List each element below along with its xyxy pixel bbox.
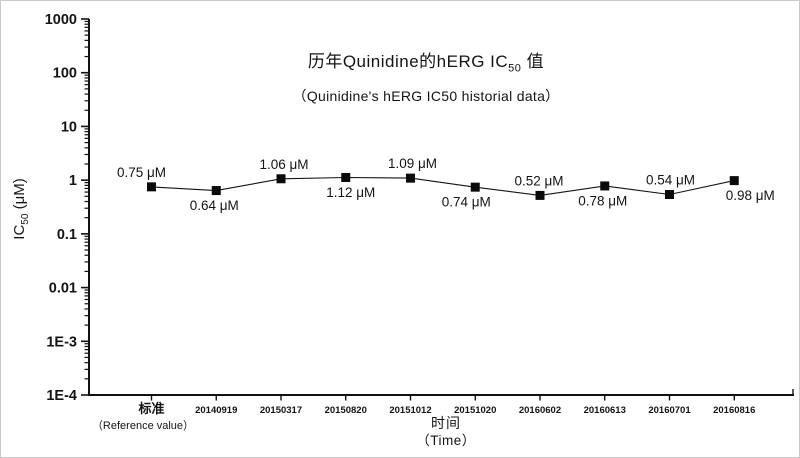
y-tick-label: 0.1 — [57, 227, 77, 243]
x-axis-title-zh: 时间 — [431, 415, 461, 431]
chart-title: 历年Quinidine的hERG IC50 值 — [126, 51, 726, 79]
chart-title-subscript: 50 — [508, 62, 522, 75]
data-point-marker — [147, 182, 156, 192]
point-value-label: 0.75 μM — [117, 165, 166, 180]
point-value-label: 1.12 μM — [326, 185, 375, 200]
point-value-label: 0.74 μM — [442, 195, 491, 210]
y-tick-label: 1E-4 — [46, 388, 77, 404]
y-tick-label: 10 — [61, 119, 77, 135]
data-point-marker — [535, 190, 545, 200]
y-tick-label: 1000 — [45, 12, 77, 28]
chart-title-text: 历年Quinidine的hERG IC — [307, 52, 509, 71]
data-point-marker — [470, 182, 480, 192]
x-tick-label: 20151020 — [454, 405, 496, 416]
x-tick-label: 20140919 — [195, 405, 237, 416]
reference-value-note: （Reference value） — [91, 420, 195, 432]
data-point-marker — [276, 174, 286, 184]
x-tick-label: 20160613 — [584, 405, 626, 416]
data-point-marker — [211, 186, 221, 196]
chart-subtitle: （Quinidine's hERG IC50 historial data） — [292, 88, 560, 104]
y-tick-label: 100 — [53, 66, 77, 82]
x-tick-label: 20160701 — [648, 405, 691, 416]
point-value-label: 0.64 μM — [190, 198, 239, 213]
data-point-marker — [600, 181, 610, 191]
x-tick-label: 20150317 — [260, 405, 302, 416]
y-tick-label: 1 — [69, 173, 77, 189]
point-value-label: 1.06 μM — [259, 157, 308, 172]
x-axis-title: 时间 （Time） — [346, 415, 546, 449]
y-tick-label: 1E-3 — [46, 334, 77, 350]
series-line — [151, 176, 735, 196]
x-axis-title-en: （Time） — [416, 433, 476, 448]
y-tick-label: 0.01 — [49, 281, 77, 297]
point-value-label: 1.09 μM — [388, 156, 437, 171]
point-value-label: 0.78 μM — [578, 193, 627, 208]
point-value-label: 0.98 μM — [726, 188, 775, 203]
point-value-label: 0.54 μM — [646, 173, 695, 188]
point-value-label: 0.52 μM — [514, 173, 563, 188]
x-tick-label: 20150820 — [325, 405, 367, 416]
x-tick-label: 20160816 — [713, 405, 755, 416]
x-tick-label: 标准 — [137, 401, 164, 416]
data-point-marker — [406, 173, 415, 183]
data-point-marker — [665, 190, 674, 200]
data-point-marker — [341, 172, 351, 182]
chart-title-suffix: 值 — [521, 52, 545, 71]
x-tick-label: 20151012 — [389, 405, 431, 416]
x-tick-label: 20160602 — [519, 405, 561, 416]
data-point-marker — [729, 176, 739, 186]
